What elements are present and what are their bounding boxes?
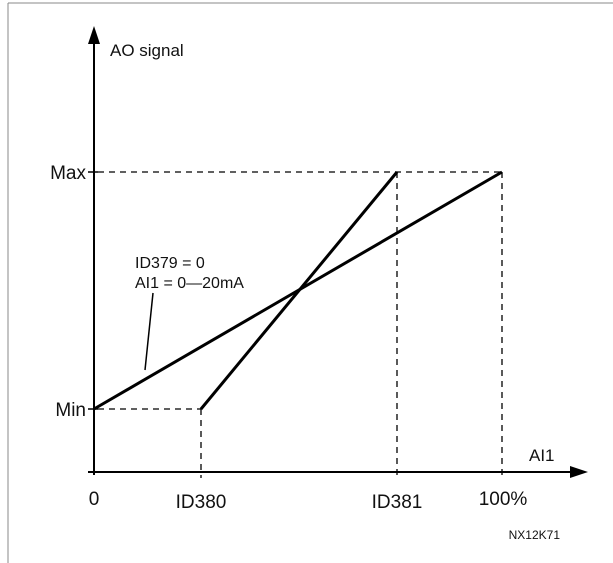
- dashed-guides: [98, 171, 503, 478]
- x-tick-label-100: 100%: [479, 489, 528, 510]
- x-tick-label-id381: ID381: [372, 492, 423, 513]
- y-axis-arrow: [88, 26, 100, 44]
- annotation-line-2: AI1 = 0—20mA: [135, 275, 244, 292]
- y-tick-label-min: Min: [55, 400, 86, 421]
- y-axis-label: AO signal: [110, 41, 184, 60]
- x-axis-label: AI1: [529, 446, 555, 465]
- y-tick-label-max: Max: [50, 163, 86, 184]
- x-axis-arrow: [570, 466, 588, 478]
- x-tick-label-id380: ID380: [176, 492, 227, 513]
- x-tick-label-zero: 0: [89, 489, 100, 510]
- curve-scaled-range: [199, 171, 399, 410]
- annotation-leader: [144, 292, 154, 371]
- annotation-line-1: ID379 = 0: [135, 255, 205, 272]
- figure-code: NX12K71: [509, 528, 561, 542]
